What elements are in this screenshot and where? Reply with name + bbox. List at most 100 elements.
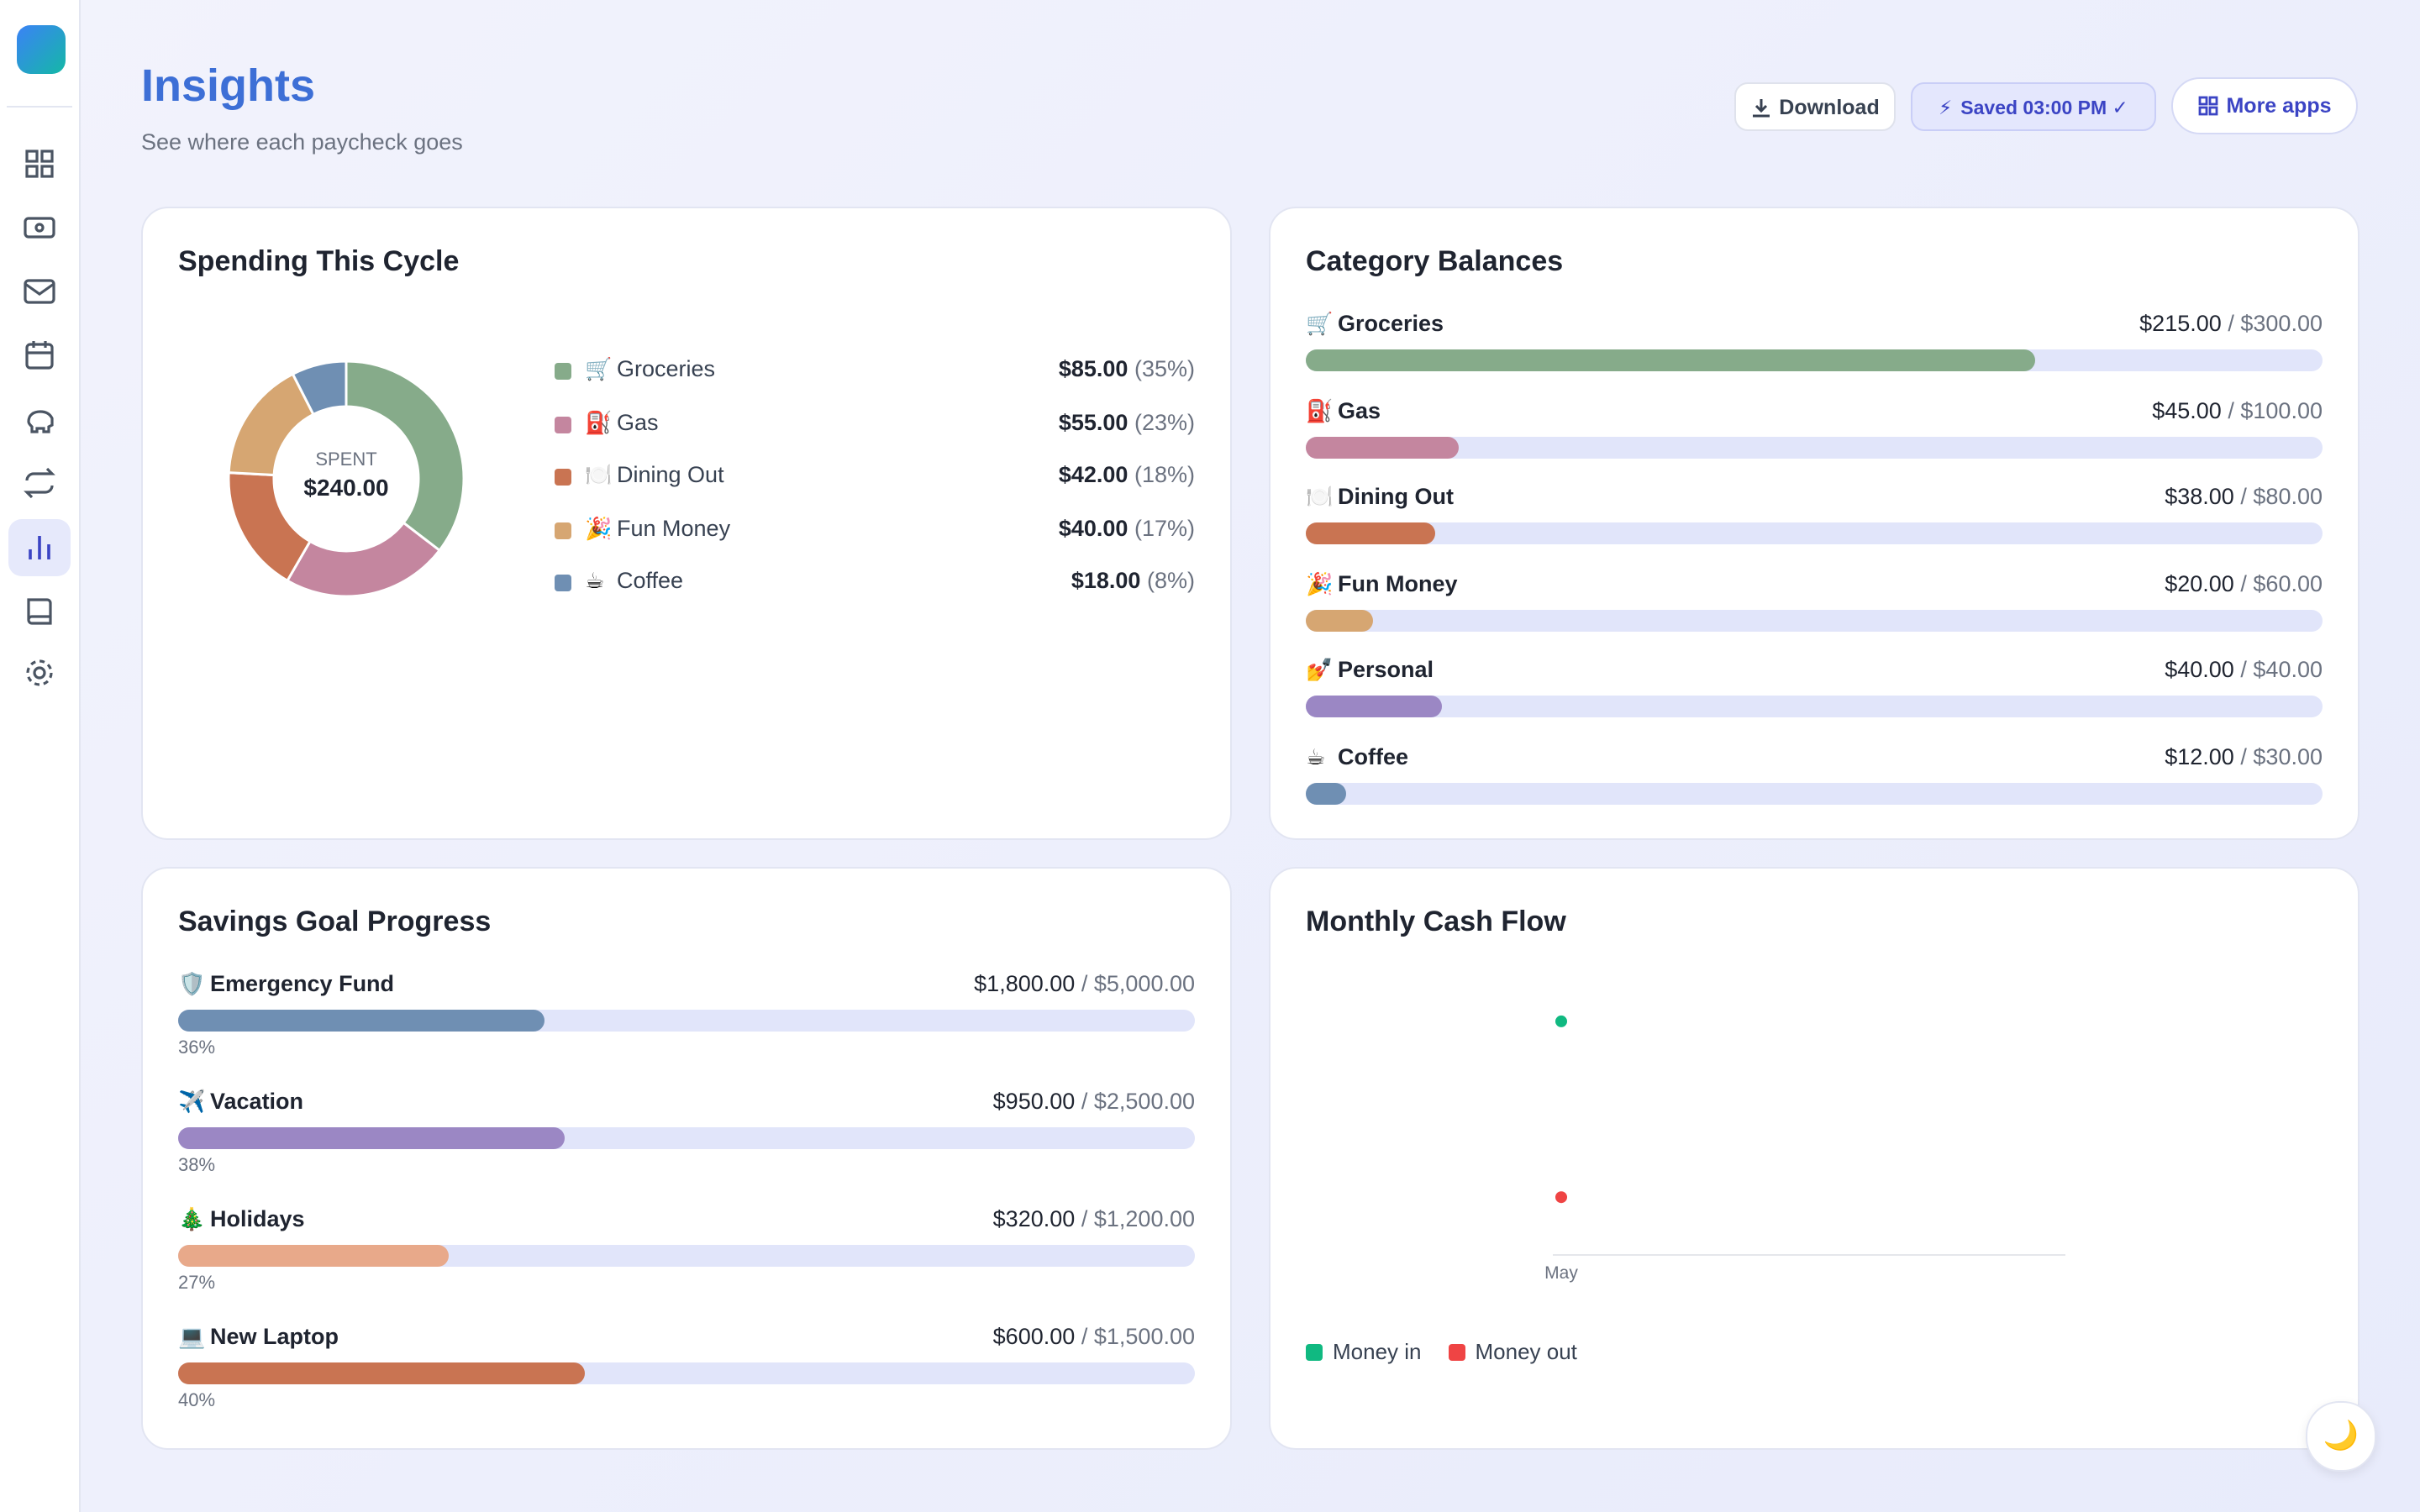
progress-track	[1306, 696, 2323, 717]
amount: $40.00	[1058, 515, 1128, 541]
legend-swatch	[555, 469, 571, 486]
saved-icon: ⚡	[1939, 98, 1953, 118]
progress-fill	[1306, 782, 1347, 804]
legend-value: $40.00 (17%)	[1059, 516, 1195, 541]
separator: /	[1081, 1206, 1088, 1231]
spending-card: Spending This Cycle SPENT $240.00 🛒 Grocer…	[141, 207, 1232, 840]
logo[interactable]	[17, 25, 66, 74]
amount: $18.00	[1071, 568, 1141, 594]
legend-label: Money out	[1475, 1339, 1577, 1364]
progress-fill	[1306, 696, 1442, 717]
total: $40.00	[2253, 657, 2323, 682]
total: $30.00	[2253, 743, 2323, 769]
row-name: New Laptop	[210, 1324, 339, 1349]
download-button[interactable]: Download	[1734, 82, 1896, 131]
legend-value: $42.00 (18%)	[1059, 462, 1195, 487]
progress-track	[1306, 609, 2323, 631]
percent-label: 40%	[178, 1391, 216, 1411]
amount: $600.00	[992, 1324, 1076, 1349]
more-apps-button[interactable]: More apps	[2171, 77, 2358, 134]
nav-guide[interactable]	[8, 583, 71, 640]
row-amounts: $40.00 / $40.00	[2165, 657, 2323, 682]
legend-icon: ☕	[585, 568, 605, 594]
legend-icon: 🍽️	[585, 462, 613, 488]
theme-icon: 🌙	[2323, 1420, 2360, 1452]
nav-settings[interactable]	[8, 645, 71, 702]
percent: (8%)	[1146, 568, 1195, 594]
row-icon: 🎉	[1306, 570, 1334, 596]
legend-label: Money in	[1333, 1339, 1422, 1364]
row-amounts: $950.00 / $2,500.00	[993, 1089, 1195, 1114]
legend-icon: 🎉	[585, 515, 613, 541]
nav-insights[interactable]	[8, 519, 71, 576]
progress-fill	[1306, 349, 2035, 371]
sidebar	[0, 0, 81, 1512]
nav-dashboard[interactable]	[8, 136, 71, 193]
row-amounts: $38.00 / $80.00	[2165, 484, 2323, 509]
saved-label: Saved 03:00 PM ✓	[1960, 98, 2128, 118]
progress-fill	[1306, 609, 1374, 631]
amount: $20.00	[2165, 570, 2234, 596]
row-name: Vacation	[210, 1089, 304, 1114]
donut-slice	[227, 471, 313, 583]
total: $300.00	[2240, 311, 2323, 336]
nav-calendar[interactable]	[8, 328, 71, 385]
row-name: Groceries	[1338, 311, 1444, 336]
percent: (17%)	[1134, 515, 1195, 541]
legend-value: $18.00 (8%)	[1071, 569, 1195, 594]
progress-track	[178, 1010, 1195, 1032]
data-point	[1555, 1015, 1567, 1027]
legend-label: Groceries	[617, 356, 716, 381]
row-amounts: $215.00 / $300.00	[2139, 311, 2323, 336]
card-title: Category Balances	[1306, 245, 1564, 277]
row-name: Emergency Fund	[210, 971, 395, 996]
nav-recurring[interactable]	[8, 455, 71, 512]
progress-fill	[1306, 522, 1435, 544]
row-icon: 💅	[1306, 657, 1334, 682]
separator: /	[2228, 397, 2234, 423]
card-title: Spending This Cycle	[178, 245, 460, 277]
progress-fill	[178, 1245, 450, 1267]
cashflow-card: Monthly Cash Flow May Money in Money out	[1269, 867, 2360, 1450]
row-icon: 🎄	[178, 1206, 206, 1231]
row-amounts: $320.00 / $1,200.00	[993, 1206, 1195, 1231]
card-title: Savings Goal Progress	[178, 906, 492, 937]
cashflow-chart: May	[1544, 1015, 2065, 1283]
saved-status: ⚡ Saved 03:00 PM ✓	[1911, 82, 2156, 131]
row-amounts: $600.00 / $1,500.00	[993, 1324, 1195, 1349]
amount: $85.00	[1058, 356, 1128, 381]
progress-track	[178, 1362, 1195, 1384]
separator: /	[1081, 971, 1088, 996]
row-amounts: $12.00 / $30.00	[2165, 743, 2323, 769]
percent: (18%)	[1134, 462, 1195, 488]
legend-item: Money out	[1448, 1339, 1577, 1364]
amount: $45.00	[2152, 397, 2222, 423]
page-title: Insights	[141, 60, 316, 111]
nav-envelopes[interactable]	[8, 264, 71, 321]
progress-track	[1306, 349, 2323, 371]
legend-swatch	[555, 416, 571, 433]
amount: $950.00	[992, 1089, 1076, 1114]
row-icon: ✈️	[178, 1089, 206, 1114]
row-icon: ⛽	[1306, 397, 1334, 423]
row-name: Coffee	[1338, 743, 1409, 769]
donut-chart: SPENT $240.00	[227, 360, 466, 598]
amount: $12.00	[2165, 743, 2234, 769]
row-name: Dining Out	[1338, 484, 1454, 509]
separator: /	[1081, 1324, 1088, 1349]
button-label: More apps	[2226, 94, 2332, 118]
legend-swatch	[1448, 1343, 1465, 1360]
nav-income[interactable]	[8, 200, 71, 257]
amount: $40.00	[2165, 657, 2234, 682]
savings-card: Savings Goal Progress 🛡️ Emergency Fund $1…	[141, 867, 1232, 1450]
row-name: Fun Money	[1338, 570, 1458, 596]
row-amounts: $45.00 / $100.00	[2152, 397, 2323, 423]
row-name: Personal	[1338, 657, 1434, 682]
x-tick-label: May	[1544, 1263, 1578, 1283]
legend-label: Gas	[617, 409, 659, 435]
nav-savings[interactable]	[8, 393, 71, 450]
row-amounts: $1,800.00 / $5,000.00	[974, 971, 1195, 996]
theme-toggle[interactable]: 🌙	[2306, 1401, 2376, 1472]
